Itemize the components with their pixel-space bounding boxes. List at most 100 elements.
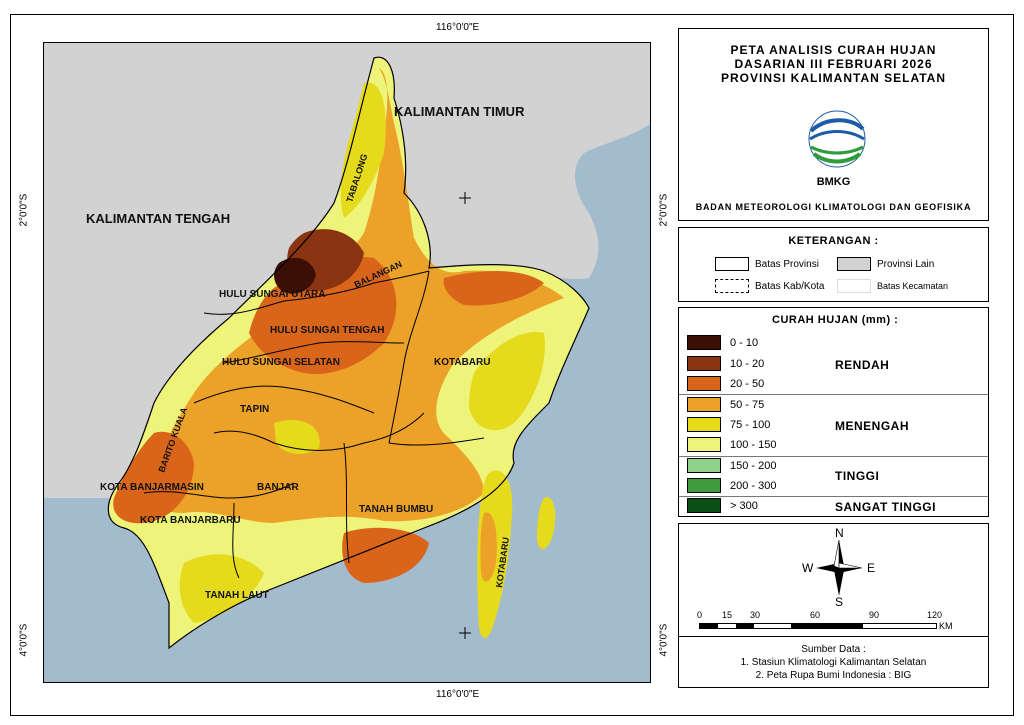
legend-separator (679, 496, 988, 497)
swatch-20-50 (687, 376, 721, 391)
coord-right-upper: 2°0'0"S (658, 193, 670, 227)
source-line1: 1. Stasiun Klimatologi Kalimantan Selata… (740, 657, 927, 668)
label-tanah-laut: TANAH LAUT (205, 590, 269, 601)
swatch-batas-provinsi (715, 257, 749, 271)
swatch-200-300 (687, 478, 721, 493)
bmkg-logo-icon (808, 110, 866, 168)
label-kotabaru: KOTABARU (434, 357, 490, 368)
legend-class-row: 20 - 50 (687, 376, 764, 391)
legend-class-row: 150 - 200 (687, 458, 776, 473)
coord-right-lower: 4°0'0"S (658, 623, 670, 657)
rain-zone-50-75 (480, 512, 497, 582)
legend-label: Batas Kab/Kota (755, 280, 825, 292)
label-kalimantan-tengah: KALIMANTAN TENGAH (86, 211, 230, 226)
legend-class-label: > 300 (730, 499, 758, 512)
swatch-batas-kab-kota (715, 279, 749, 293)
rainfall-map: KALIMANTAN TIMUR KALIMANTAN TENGAH TABAL… (43, 42, 651, 683)
label-banjar: BANJAR (257, 482, 299, 493)
legend-separator (679, 456, 988, 457)
legend-provinsi-lain: Provinsi Lain (837, 257, 934, 271)
district-boundaries (143, 270, 485, 579)
legend-label: Provinsi Lain (877, 258, 935, 270)
legend-class-row: 0 - 10 (687, 335, 758, 350)
scale-tick: 120 (927, 610, 943, 620)
legend-class-label: 75 - 100 (730, 418, 771, 431)
legend-class-row: 100 - 150 (687, 437, 776, 452)
rainfall-legend-title: CURAH HUJAN (mm) : (772, 314, 899, 326)
legend-class-row: 75 - 100 (687, 417, 770, 432)
scale-tick: 90 (869, 610, 880, 620)
coord-bottom: 116°0'0"E (436, 689, 480, 700)
island-small (537, 497, 556, 550)
category-menengah: MENENGAH (835, 419, 910, 433)
legend-class-label: 100 - 150 (730, 438, 777, 451)
swatch-provinsi-lain (837, 257, 871, 271)
province-outline (107, 56, 590, 650)
legend-label: Batas Kecamatan (877, 281, 949, 291)
label-tanah-bumbu: TANAH BUMBU (359, 504, 433, 515)
rain-zone-75-100 (469, 332, 545, 431)
agency-name: BADAN METEOROLOGI KLIMATOLOGI DAN GEOFIS… (695, 202, 972, 212)
legend-class-row: 10 - 20 (687, 356, 764, 371)
swatch-75-100 (687, 417, 721, 432)
coord-top: 116°0'0"E (436, 22, 480, 33)
compass-n: N (835, 526, 844, 540)
map-title-line1: PETA ANALISIS CURAH HUJAN (730, 43, 937, 57)
legend-class-label: 10 - 20 (730, 357, 765, 370)
legend-class-row: 50 - 75 (687, 397, 764, 412)
label-hulu-sungai-utara: HULU SUNGAI UTARA (219, 289, 325, 300)
north-arrow: N S W E (802, 526, 876, 609)
rain-zone-20-50 (443, 271, 544, 306)
rain-zone-75-100 (340, 82, 386, 218)
legend-class-label: 50 - 75 (730, 398, 765, 411)
swatch-10-20 (687, 356, 721, 371)
swatch-100-150 (687, 437, 721, 452)
legend-batas-kab-kota: Batas Kab/Kota (715, 279, 825, 293)
compass-rose-icon (816, 539, 863, 596)
swatch-150-200 (687, 458, 721, 473)
legend-class-row: > 300 (687, 498, 758, 513)
rain-zone-20-50 (113, 431, 194, 524)
category-sangat-tinggi: SANGAT TINGGI (835, 500, 936, 514)
title-panel: PETA ANALISIS CURAH HUJAN DASARIAN III F… (678, 28, 989, 221)
scale-bar (699, 623, 937, 629)
label-kota-banjarmasin: KOTA BANJARMASIN (100, 482, 204, 493)
legend-class-label: 0 - 10 (730, 336, 759, 349)
map-svg: KALIMANTAN TIMUR KALIMANTAN TENGAH TABAL… (44, 43, 650, 682)
legend-batas-kecamatan: Batas Kecamatan (837, 279, 948, 293)
rain-zone-75-100 (274, 419, 320, 455)
legend-class-label: 20 - 50 (730, 377, 765, 390)
compass-scale-panel: N S W E 0 15 30 60 90 120 KM Sumber Data… (678, 523, 989, 688)
scale-tick: 15 (722, 610, 733, 620)
rain-zone-20-50 (342, 527, 429, 583)
compass-e: E (867, 561, 876, 575)
label-tapin: TAPIN (240, 404, 269, 415)
label-kota-banjarbaru: KOTA BANJARBARU (140, 515, 241, 526)
category-rendah: RENDAH (835, 358, 890, 372)
source-title: Sumber Data : (801, 644, 866, 655)
source-divider (679, 636, 988, 637)
swatch-batas-kecamatan (837, 279, 871, 293)
keterangan-panel: KETERANGAN : Batas Provinsi Provinsi Lai… (678, 227, 989, 302)
graticule-crosses (459, 192, 471, 639)
legend-batas-provinsi: Batas Provinsi (715, 257, 819, 271)
label-hulu-sungai-selatan: HULU SUNGAI SELATAN (222, 357, 340, 368)
rain-zone-75-100 (179, 554, 264, 623)
rainfall-legend-panel: CURAH HUJAN (mm) : 0 - 10 10 - 20 20 - 5… (678, 307, 989, 517)
swatch-50-75 (687, 397, 721, 412)
compass-s: S (835, 595, 844, 609)
scale-tick: 30 (750, 610, 761, 620)
legend-class-label: 150 - 200 (730, 459, 777, 472)
coord-left-lower: 4°0'0"S (18, 623, 30, 657)
rain-zone-0-10 (274, 257, 316, 294)
bmkg-logo-text: BMKG (816, 176, 851, 188)
category-tinggi: TINGGI (835, 469, 880, 483)
coord-left-upper: 2°0'0"S (18, 193, 30, 227)
legend-class-row: 200 - 300 (687, 478, 776, 493)
legend-separator (679, 394, 988, 395)
legend-class-label: 200 - 300 (730, 479, 777, 492)
bmkg-logo (806, 109, 868, 181)
swatch-0-10 (687, 335, 721, 350)
scale-tick: 60 (810, 610, 821, 620)
map-title-line3: PROVINSI KALIMANTAN SELATAN (721, 71, 946, 85)
